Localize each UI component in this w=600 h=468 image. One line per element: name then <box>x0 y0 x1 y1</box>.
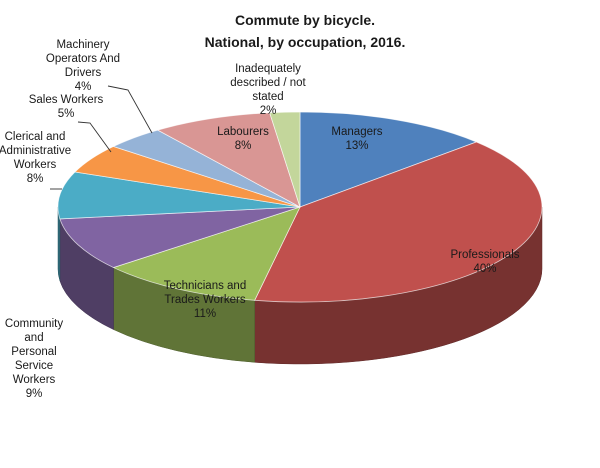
slice-label-clerical-and-administrative-workers: Clerical and Administrative Workers 8% <box>0 131 71 185</box>
pie-slice-clerical-and-administrative-workers <box>57 171 301 220</box>
slice-label-machinery-operators-and-drivers: Machinery Operators And Drivers 4% <box>46 39 120 93</box>
slice-label-sales-workers: Sales Workers 5% <box>29 94 104 120</box>
slice-label-managers: Managers 13% <box>331 126 382 152</box>
pie-slice-managers <box>299 111 478 208</box>
slice-label-community-and-personal-service-workers: Community and Personal Service Workers 9% <box>5 318 63 400</box>
pie-slice-inadequately-described-not-stated <box>269 111 301 208</box>
slice-label-inadequately-described-not-stated: Inadequately described / not stated 2% <box>230 63 306 117</box>
pie-slice-professionals <box>254 141 543 303</box>
slice-label-professionals: Professionals 40% <box>450 249 519 275</box>
pie-slice-community-and-personal-service-workers <box>59 206 301 268</box>
slice-label-technicians-and-trades-workers: Technicians and Trades Workers 11% <box>164 280 246 320</box>
chart-subtitle: National, by occupation, 2016. <box>205 34 406 50</box>
slice-label-labourers: Labourers 8% <box>217 126 269 152</box>
leader-line-machinery-operators-and-drivers <box>107 85 153 134</box>
leader-line-sales-workers <box>77 121 112 153</box>
chart-title: Commute by bicycle. <box>235 12 375 28</box>
pie-slice-technicians-and-trades-workers <box>112 206 301 301</box>
pie-slice-labourers <box>156 112 301 208</box>
